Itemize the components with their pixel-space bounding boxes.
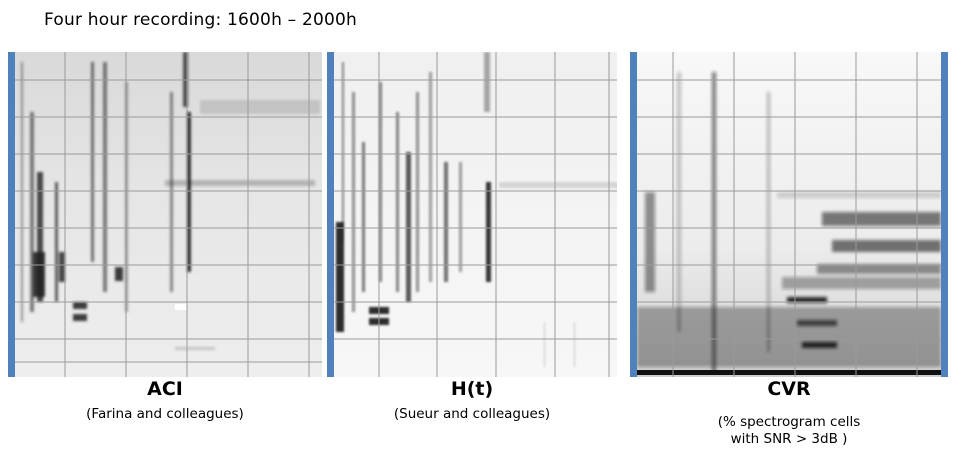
right-accent-bar — [941, 52, 948, 377]
cvr-spectrogram — [637, 52, 941, 377]
ht-spectrogram — [334, 52, 617, 377]
ht-credit: (Sueur and colleagues) — [393, 406, 551, 422]
aci-panel — [8, 52, 322, 377]
ht-panel — [327, 52, 617, 377]
aci-spectrogram — [15, 52, 322, 377]
page-title: Four hour recording: 1600h – 2000h — [44, 10, 357, 30]
cvr-credit: (% spectrogram cells with SNR > 3dB ) — [630, 414, 948, 448]
left-accent-bar — [327, 52, 334, 377]
ht-label: H(t) — [450, 378, 494, 400]
cvr-panel — [630, 52, 948, 377]
cvr-label: CVR — [767, 378, 811, 400]
aci-label: ACI — [147, 378, 183, 400]
left-accent-bar — [630, 52, 637, 377]
aci-credit: (Farina and colleagues) — [86, 406, 244, 422]
cvr-credit-line1: (% spectrogram cells — [717, 414, 861, 430]
cvr-credit-line2: with SNR > 3dB ) — [730, 431, 848, 447]
left-accent-bar — [8, 52, 15, 377]
